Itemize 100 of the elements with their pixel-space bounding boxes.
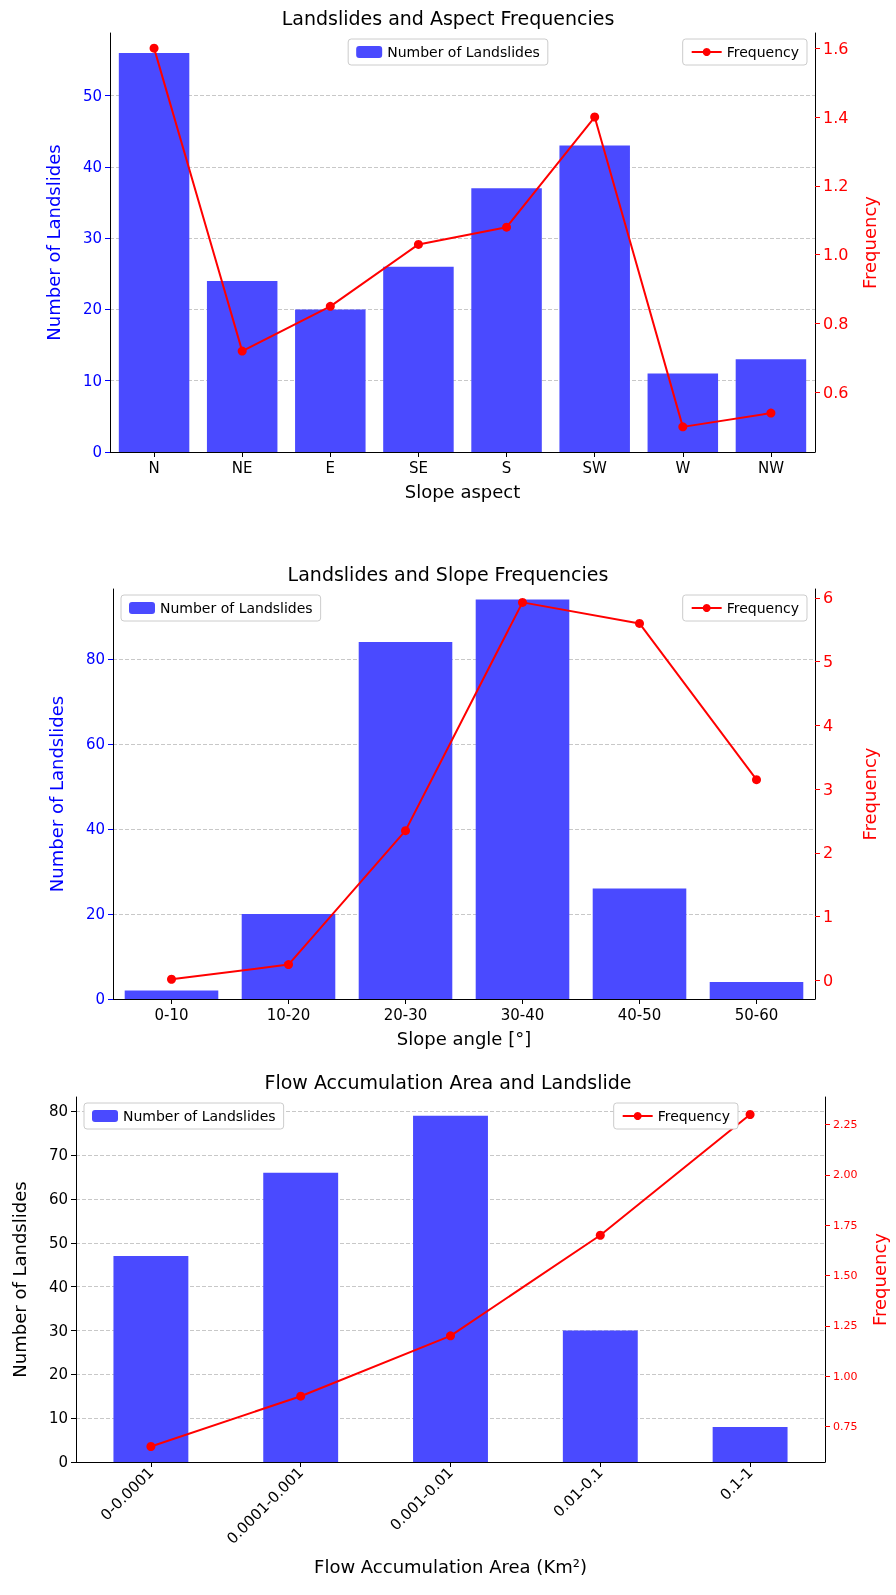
y2-tick-label: 2.00: [833, 1168, 858, 1182]
y-tick-label: 30: [48, 1321, 68, 1340]
point: [595, 1230, 605, 1240]
y2-tick-label: 1.25: [833, 1319, 858, 1333]
bar: [241, 914, 336, 999]
legend-label: Number of Landslides: [160, 600, 313, 616]
y-tick-label: 20: [48, 1365, 68, 1384]
y-axis-title: Number of Landslides: [42, 144, 64, 341]
point: [766, 408, 776, 418]
y-tick-label: 30: [82, 229, 102, 248]
bar: [709, 982, 804, 999]
bar: [562, 1330, 638, 1462]
y2-tick-label: 1.4: [823, 107, 849, 127]
y-tick-label: 10: [48, 1409, 68, 1428]
y2-tick-label: 0: [823, 971, 834, 991]
y2-axis-title: Frequency: [858, 195, 880, 289]
bar: [592, 888, 687, 999]
x-axis-title: Slope aspect: [404, 480, 521, 502]
x-tick-label: E: [325, 458, 336, 477]
point: [167, 974, 176, 984]
y-tick-label: 60: [85, 735, 105, 754]
point: [502, 222, 512, 232]
x-tick-label: 50-60: [734, 1005, 779, 1024]
y-tick-label: 60: [48, 1190, 68, 1209]
y-tick-label: 20: [85, 905, 105, 924]
legend-label: Frequency: [657, 1108, 730, 1124]
y-tick-label: 40: [48, 1277, 68, 1296]
bar: [647, 373, 719, 452]
x-axis-title: Flow Accumulation Area (Km²): [314, 1555, 587, 1577]
x-tick-label: S: [501, 458, 512, 477]
y-tick-label: 0: [58, 1453, 68, 1471]
bar: [471, 188, 542, 452]
y2-axis-title: Frequency: [858, 747, 880, 841]
y-tick-label: 80: [85, 650, 105, 669]
chart-title: Flow Accumulation Area and Landslide: [264, 1070, 632, 1093]
y2-tick-label: 1.6: [823, 38, 849, 58]
y-axis-title: Number of Landslides: [8, 1181, 30, 1378]
chart-title: Landslides and Slope Frequencies: [287, 562, 609, 585]
x-tick-label: NE: [231, 458, 253, 477]
point: [635, 618, 644, 628]
point: [413, 239, 423, 249]
y2-tick-label: 2: [823, 843, 834, 863]
y2-tick-label: 1.50: [833, 1268, 858, 1282]
point: [446, 1331, 455, 1341]
x-tick-label: W: [675, 458, 691, 477]
y2-tick-label: 3: [823, 779, 834, 799]
bar: [263, 1172, 339, 1462]
y-tick-label: 40: [82, 157, 102, 176]
point: [237, 346, 247, 356]
y2-tick-label: 5: [823, 652, 834, 672]
x-tick-label: SW: [582, 458, 608, 477]
point: [518, 597, 527, 607]
y2-tick-label: 2.25: [833, 1118, 858, 1132]
x-tick-label: 10-20: [266, 1005, 311, 1024]
bar: [358, 642, 453, 999]
y-tick-label: 50: [82, 86, 102, 105]
y-tick-label: 80: [48, 1102, 68, 1121]
bar: [475, 599, 570, 999]
point: [401, 826, 410, 836]
point: [678, 422, 688, 432]
x-tick-label: 20-30: [383, 1005, 428, 1024]
x-axis-title: Slope angle [°]: [396, 1027, 532, 1049]
y2-tick-label: 0.8: [823, 314, 849, 334]
bar: [118, 52, 190, 452]
bar: [383, 266, 454, 452]
y2-tick-label: 0.75: [833, 1419, 858, 1433]
point: [146, 1442, 156, 1451]
bar: [735, 359, 807, 452]
point: [284, 960, 293, 970]
point: [325, 301, 335, 311]
y-tick-label: 10: [82, 371, 102, 390]
x-tick-label: 30-40: [500, 1005, 545, 1024]
chart-title: Landslides and Aspect Frequencies: [281, 6, 615, 29]
y-axis-title: Number of Landslides: [45, 695, 67, 893]
x-tick-label: N: [148, 458, 160, 477]
y2-tick-label: 6: [823, 588, 834, 608]
x-tick-label: SE: [408, 458, 428, 477]
x-tick-label: 0-10: [154, 1005, 189, 1024]
y2-tick-label: 0.6: [823, 382, 849, 402]
y2-tick-label: 1.0: [823, 245, 849, 265]
x-tick-label: 40-50: [617, 1005, 662, 1024]
y2-tick-label: 1.2: [823, 176, 849, 196]
bar: [124, 990, 219, 999]
x-tick-label: NW: [757, 458, 785, 477]
y-tick-label: 0: [92, 443, 102, 461]
y2-tick-label: 1: [823, 907, 834, 927]
y-tick-label: 20: [82, 300, 102, 319]
point: [752, 775, 761, 785]
bar: [413, 1115, 488, 1462]
legend-label: Frequency: [726, 600, 799, 616]
point: [590, 112, 600, 122]
bar: [712, 1426, 788, 1462]
bar: [113, 1256, 189, 1462]
point: [296, 1391, 306, 1401]
y-tick-label: 40: [85, 820, 105, 839]
bar: [295, 309, 366, 452]
y2-tick-label: 4: [823, 715, 834, 735]
bar: [206, 280, 278, 452]
y2-tick-label: 1.75: [833, 1218, 858, 1232]
y2-tick-label: 1.00: [833, 1369, 858, 1383]
